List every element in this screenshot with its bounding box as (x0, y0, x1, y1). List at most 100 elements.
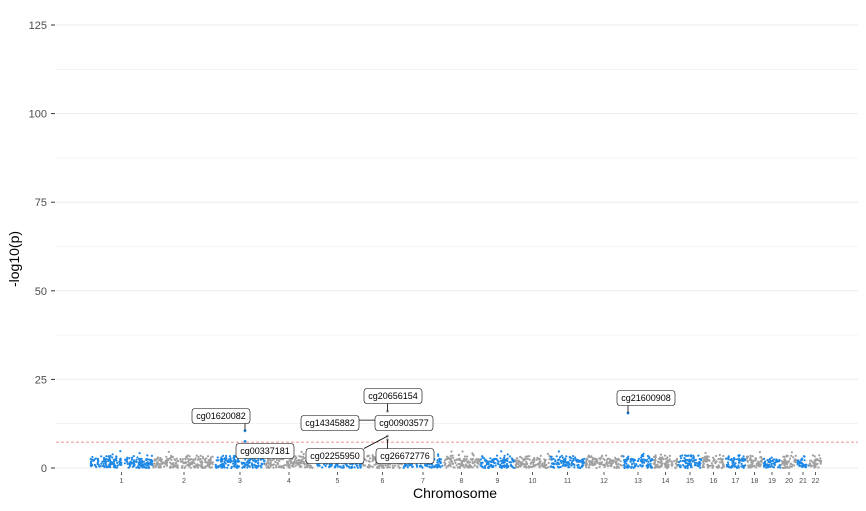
data-point (557, 450, 561, 453)
x-tick-label: 7 (421, 478, 425, 485)
data-point (455, 458, 458, 461)
data-point (467, 466, 470, 469)
data-point (306, 465, 309, 468)
data-point (483, 466, 487, 470)
data-point (186, 454, 189, 457)
x-tick-label: 11 (564, 478, 571, 485)
data-point (188, 455, 191, 458)
data-point (503, 454, 506, 457)
data-point (236, 458, 240, 461)
data-point (382, 464, 385, 468)
data-point (783, 463, 786, 466)
data-point (550, 458, 553, 461)
x-tick-label: 3 (238, 478, 242, 485)
data-point (303, 463, 306, 466)
data-point (146, 454, 149, 457)
data-point (549, 465, 552, 468)
data-point (206, 464, 209, 467)
data-point (111, 453, 114, 456)
data-point (585, 466, 588, 469)
data-point (666, 461, 669, 464)
data-point (508, 455, 511, 458)
data-point (705, 455, 708, 458)
data-point (376, 465, 379, 468)
data-point (275, 458, 279, 461)
data-point (371, 465, 374, 468)
data-point (608, 459, 612, 463)
data-point (207, 459, 210, 462)
y-tick-label: 100 (29, 109, 47, 121)
data-point (169, 456, 172, 460)
data-point (592, 457, 595, 460)
data-point (740, 465, 743, 468)
data-point (796, 461, 800, 464)
data-point (750, 459, 754, 462)
data-point (684, 458, 687, 461)
snp-label: cg20656154 (368, 391, 418, 401)
data-point (529, 462, 532, 465)
data-point (206, 461, 209, 464)
data-point (191, 460, 194, 463)
data-point (172, 461, 175, 465)
data-point (782, 455, 785, 458)
data-point (439, 466, 442, 469)
data-point (547, 461, 550, 465)
data-point (388, 463, 391, 466)
data-point (253, 463, 256, 466)
data-point (625, 460, 628, 463)
data-point (523, 458, 526, 461)
data-point (805, 463, 808, 466)
data-point (572, 459, 575, 462)
data-point (655, 466, 658, 469)
data-point (654, 463, 657, 466)
data-point (282, 466, 285, 470)
data-point (297, 461, 300, 464)
data-point (770, 464, 773, 467)
data-point (437, 454, 440, 457)
data-point (469, 465, 473, 468)
data-point (384, 464, 387, 467)
data-point (814, 465, 817, 468)
data-point (598, 457, 601, 460)
data-point (794, 454, 797, 457)
data-point (184, 461, 187, 464)
x-tick-label: 21 (799, 478, 807, 485)
data-point (170, 462, 173, 465)
data-point (147, 465, 150, 468)
data-point (356, 464, 359, 467)
data-point (711, 466, 714, 469)
data-point (406, 466, 409, 469)
data-point (660, 465, 663, 468)
data-point (112, 461, 115, 464)
data-point (595, 466, 598, 470)
data-point (267, 464, 270, 467)
data-point (135, 466, 138, 469)
data-point (130, 458, 133, 461)
data-point (201, 461, 204, 464)
data-point (492, 460, 495, 464)
y-tick-label: 125 (29, 20, 47, 32)
data-point (179, 458, 182, 461)
data-point (443, 461, 446, 464)
data-point (539, 454, 542, 457)
data-point (136, 456, 139, 459)
data-point (424, 464, 427, 467)
data-point (201, 466, 204, 469)
data-point (102, 456, 106, 459)
data-point (484, 459, 487, 462)
data-point (727, 465, 730, 468)
data-point (483, 465, 487, 468)
data-point (97, 459, 100, 462)
snp-label: cg01620082 (196, 411, 246, 421)
data-point (809, 459, 812, 462)
label-box (375, 448, 435, 464)
data-point (635, 463, 638, 466)
data-point (575, 458, 578, 461)
data-point (204, 459, 207, 462)
data-point (776, 459, 780, 462)
label-box (374, 415, 434, 431)
data-point (164, 459, 167, 462)
data-point (159, 465, 162, 468)
data-point (507, 464, 510, 468)
data-point (132, 460, 135, 464)
